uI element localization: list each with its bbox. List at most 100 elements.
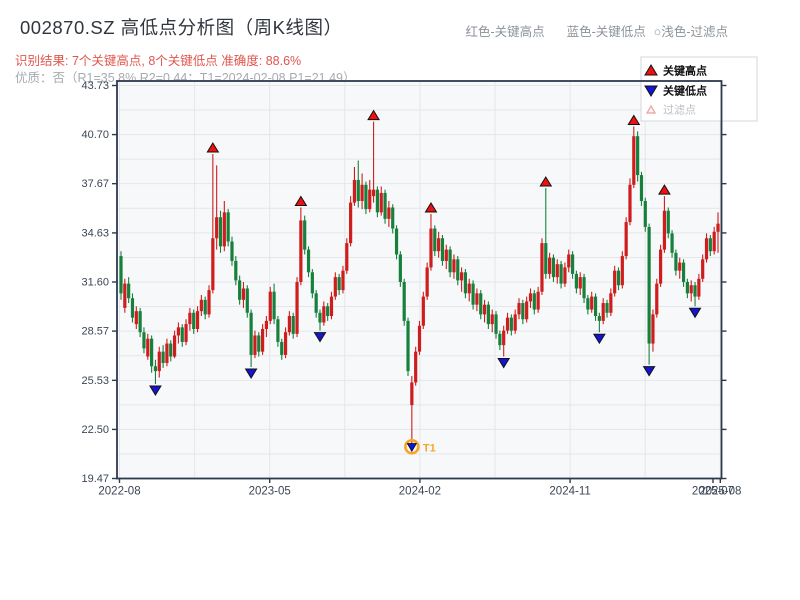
key-high-marker [294,195,308,206]
candle [138,307,142,338]
candle [475,288,479,312]
candle [708,235,712,257]
candle [498,330,502,351]
candle [234,256,238,286]
t1-ring [404,438,420,455]
candle [276,316,280,347]
candle [433,225,437,257]
candle [402,278,406,326]
candle [532,290,536,315]
candle [513,309,517,334]
key-high-marker [539,176,553,187]
legend-item-2: 关键低点 [644,84,707,98]
key-low-marker [688,307,702,319]
candle [211,154,215,294]
candle [632,126,636,189]
candle [624,217,628,260]
candle [119,251,123,300]
candle [685,278,689,299]
candle [601,298,605,325]
candle [318,309,322,331]
candle [253,330,257,359]
candle [662,196,667,253]
candle [502,325,506,357]
candle [291,312,295,339]
color-hint-bar: 红色-关键高点 蓝色-关键低点 ○浅色-过滤点 [465,21,728,40]
candle [693,282,697,307]
candle [123,278,127,313]
candle [704,233,709,263]
candle [555,259,559,284]
y-tick-label: 43.73 [81,80,109,92]
candle [272,283,276,325]
candle [701,254,705,282]
candle [130,293,135,323]
candle [678,257,682,279]
candle [410,375,414,446]
candle [551,254,556,282]
x-tick-label: 2023-05 [249,486,291,498]
candle [146,333,150,360]
x-tick-label: 2024-11 [549,486,590,498]
legend-item-1: 关键高点 [644,64,707,78]
candle [322,301,326,326]
legend-triangle-up-icon [644,64,658,76]
legend-item-label: 关键高点 [663,64,707,78]
candle [295,277,299,338]
candle [689,280,693,302]
candle [651,309,655,352]
candle [387,201,391,227]
candle [230,236,234,266]
candle [394,225,399,260]
candle [264,316,269,338]
candle [463,269,468,299]
candle [337,273,341,295]
candle [586,294,590,315]
legend-triangle-down-icon [644,85,658,97]
candle [681,259,686,287]
candle [658,244,663,287]
candle [525,296,529,323]
candle [417,320,422,355]
x-tick-label: 2025-08 [699,486,741,498]
x-tick-label: 2024-02 [399,486,441,498]
candle [241,282,246,308]
candle [368,179,372,213]
key-low-marker [244,368,258,380]
key-high-marker [627,114,641,125]
key-low-marker [592,333,606,345]
candle [192,309,196,334]
key-high-marker [658,184,671,195]
candle [643,197,647,232]
candle [222,201,226,252]
candle [613,265,617,297]
candle [440,235,445,266]
candle [639,171,644,206]
x-tick-label: 2022-08 [98,486,140,498]
legend-triangle-open-icon [645,104,657,114]
candle [218,210,223,253]
candle [609,288,613,317]
recognition-result-text: 识别结果: 7个关键高点, 8个关键低点 准确度: 88.6% [15,54,302,68]
candle [605,299,609,318]
candle [517,298,521,320]
candle [280,338,284,360]
candle [548,252,552,279]
candle [215,165,219,250]
y-tick-label: 28.57 [81,326,109,338]
legend-item-label: 过滤点 [663,104,696,117]
candle [452,254,456,279]
candle [597,312,601,333]
candle [257,332,261,357]
candle [134,306,138,329]
candle [574,270,579,294]
candle [188,307,192,331]
candle [260,324,265,355]
key-low-marker [149,385,162,397]
candle [593,293,598,321]
candle [437,231,441,258]
candle [333,272,337,300]
candle [544,188,548,279]
candle [352,166,357,206]
